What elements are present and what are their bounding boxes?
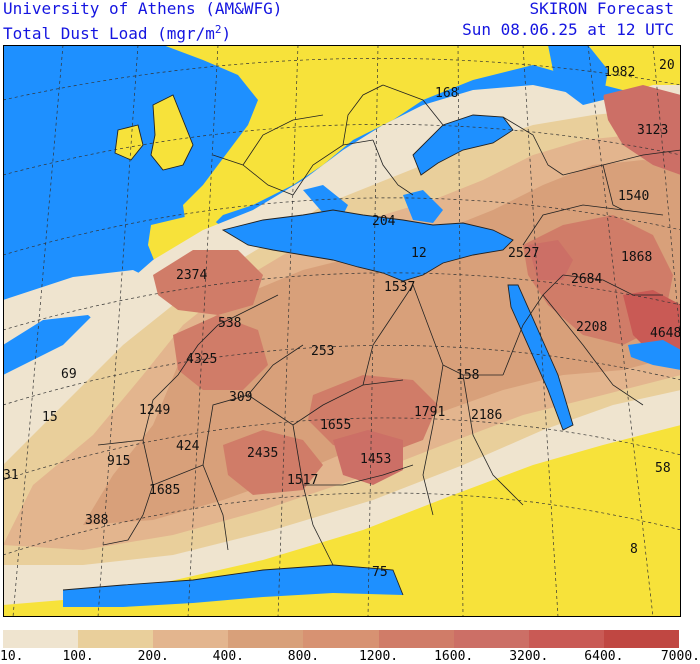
adriatic-sea (303, 185, 348, 215)
gulf-of-guinea (63, 565, 403, 607)
legend-tick-label: 6400. (584, 649, 624, 664)
value-label: 204 (372, 214, 396, 229)
ireland-land (115, 125, 143, 160)
institution-title: University of Athens (AM&WFG) (3, 0, 283, 18)
dust-patch-atlas (153, 250, 263, 315)
value-label: 1453 (360, 452, 391, 467)
variable-title: Total Dust Load (mgr/m2) (3, 21, 231, 43)
value-label: 253 (311, 344, 334, 359)
legend-swatch (528, 630, 605, 648)
value-label: 538 (218, 316, 241, 331)
legend-swatch (78, 630, 154, 648)
value-label: 75 (372, 565, 388, 580)
value-label: 2186 (471, 408, 502, 423)
legend-swatch (453, 630, 530, 648)
value-label: 2527 (508, 246, 539, 261)
variable-close: ) (221, 24, 232, 43)
value-label: 4648 (650, 326, 681, 341)
value-label: 1540 (618, 189, 649, 204)
value-label: 1868 (621, 250, 652, 265)
dust-patch-levant (528, 240, 573, 280)
mediterranean-sea (223, 210, 513, 281)
dust-map-canvas: 1982 20 3123 168 1540 204 12 2527 1868 2… (3, 45, 681, 617)
legend-swatch (378, 630, 455, 648)
country-borders (97, 84, 681, 566)
value-label: 915 (107, 454, 130, 469)
red-sea (508, 285, 573, 430)
value-label: 1249 (139, 403, 170, 418)
britain-land (151, 95, 193, 170)
dust-map: 1982 20 3123 168 1540 204 12 2527 1868 2… (3, 45, 681, 617)
value-label: 8 (630, 542, 638, 557)
dust-patch-gulf (623, 290, 681, 355)
value-label: 1791 (414, 405, 445, 420)
legend-tick-label: 7000. (660, 649, 700, 664)
dust-patch-morocco (173, 315, 268, 390)
value-label: 1685 (149, 483, 180, 498)
value-label: 2435 (247, 446, 278, 461)
product-title: SKIRON Forecast (529, 0, 675, 18)
legend-tick-label: 1200. (358, 649, 399, 664)
value-label: 3123 (637, 123, 668, 138)
value-label: 15 (42, 410, 58, 425)
legend-tick-label: 1600. (434, 649, 474, 664)
legend-swatch (153, 630, 229, 648)
value-label: 69 (61, 367, 77, 382)
persian-gulf (628, 340, 681, 370)
value-label: 1655 (320, 418, 351, 433)
legend-tick-label: 400. (212, 649, 244, 664)
unit-superscript: 2 (214, 23, 222, 36)
legend-swatch (603, 630, 680, 648)
value-label: 2208 (576, 320, 607, 335)
legend-tick-label: 3200. (509, 649, 549, 664)
value-label: 309 (229, 390, 252, 405)
legend-swatch (228, 630, 304, 648)
europe-land (163, 45, 681, 240)
value-label: 158 (456, 368, 479, 383)
dust-patch-sudan (308, 375, 438, 455)
value-label: 1517 (287, 473, 318, 488)
caspian-sea (548, 45, 608, 105)
value-label: 12 (411, 246, 427, 261)
legend-tick-label: 800. (287, 649, 320, 664)
value-label: 20 (659, 58, 675, 73)
valid-time: Sun 08.06.25 at 12 UTC (462, 20, 674, 39)
legend-tick-label: 100. (62, 649, 94, 664)
value-label: 58 (655, 461, 671, 476)
value-label: 2374 (176, 268, 207, 283)
dust-patch-chad (333, 430, 403, 485)
graticule (3, 45, 681, 617)
value-label: 31 (3, 468, 19, 483)
color-legend: 10. 100. 200. 400. 800. 1200. 1600. 3200. 6400. 7… (0, 630, 700, 664)
legend-swatch (303, 630, 380, 648)
legend-tick-label: 200. (137, 649, 169, 664)
coastlines (62, 94, 574, 596)
value-label: 168 (435, 86, 458, 101)
value-label: 1982 (604, 65, 635, 80)
value-label: 2684 (571, 272, 602, 287)
value-label: 4325 (186, 352, 217, 367)
map-frame (3, 45, 681, 617)
dust-patch-mali (223, 430, 323, 495)
legend-tick-label: 10. (0, 649, 24, 664)
value-label: 1537 (384, 280, 415, 295)
legend-swatch (3, 630, 79, 648)
value-label: 424 (176, 439, 200, 454)
variable-name: Total Dust Load (mgr/m (3, 24, 215, 43)
value-label: 388 (85, 513, 108, 528)
atlantic-plume (3, 270, 163, 345)
